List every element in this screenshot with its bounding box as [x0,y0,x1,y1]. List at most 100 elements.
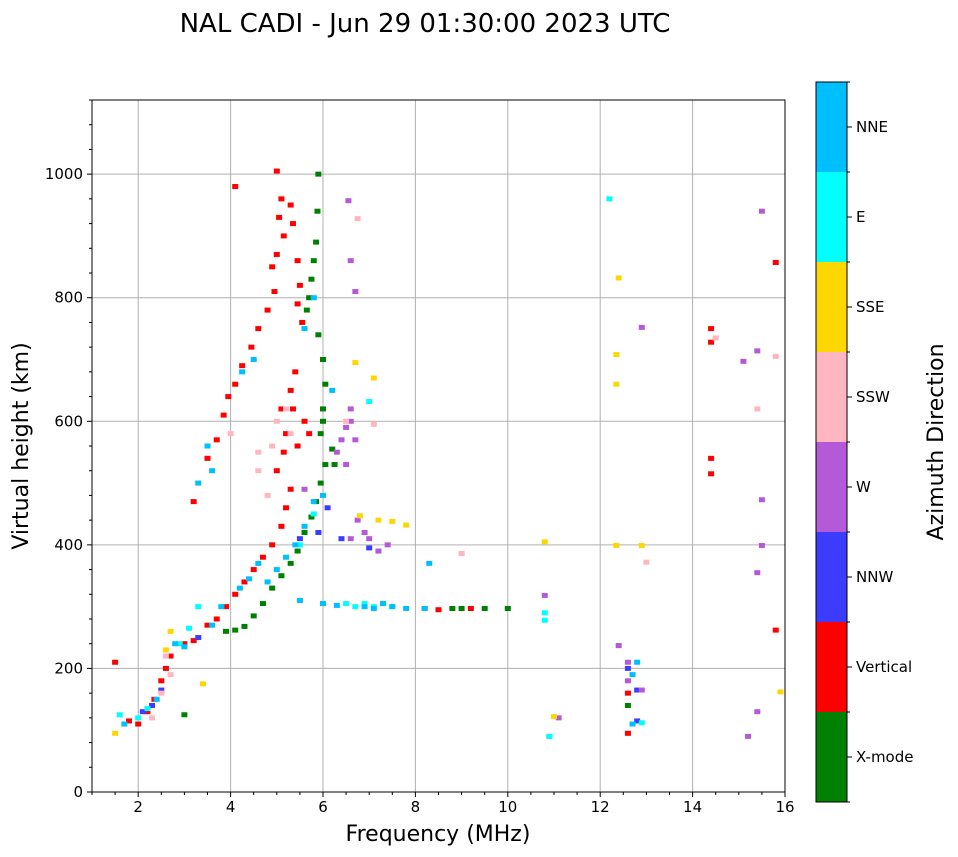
data-point-vertical [144,709,151,715]
data-point-vertical [624,730,631,736]
data-point-w [354,517,361,523]
colorbar-tick-label: Vertical [856,658,912,676]
data-point-e [135,715,142,721]
data-point-ssw [354,216,361,222]
data-point-x-mode [317,480,324,486]
data-point-nne [209,622,216,628]
data-point-w [347,258,354,264]
colorbar-segment [816,352,847,442]
data-point-nne [250,357,257,362]
data-point-vertical [273,168,280,174]
data-point-e [352,604,359,610]
data-point-nne [239,369,246,375]
data-point-nne [403,605,410,611]
data-point-vertical [772,627,779,633]
data-point-w [343,424,350,430]
data-points [112,168,784,739]
data-point-w [361,530,368,535]
data-point-vertical [708,326,715,332]
colorbar-tick-label: SSW [856,388,890,406]
data-point-x-mode [314,208,321,214]
data-point-w [740,358,747,364]
data-point-vertical [225,394,232,400]
data-point-nne [310,499,317,505]
data-point-x-mode [315,171,322,177]
data-point-w [754,348,761,354]
data-point-e [366,399,373,405]
data-point-nne [629,672,636,678]
plot-frame [91,99,786,793]
x-tick-label: 14 [683,798,702,816]
data-point-w [638,324,645,330]
grid [92,100,785,792]
data-point-nne [301,326,308,332]
data-point-nne [292,542,299,548]
data-point-sse [352,360,359,366]
data-point-x-mode [241,623,248,629]
data-point-nnw [139,709,146,715]
data-point-sse [777,689,784,695]
data-point-x-mode [308,276,315,282]
data-point-sse [613,352,620,358]
chart-title: NAL CADI - Jun 29 01:30:00 2023 UTC [180,9,671,39]
data-point-vertical [222,604,229,610]
data-point-nne [629,721,636,727]
data-point-ssw [264,492,271,498]
data-point-x-mode [294,548,301,554]
data-point-w [754,570,761,576]
x-tick-label: 12 [591,798,610,816]
data-point-w [541,593,548,599]
colorbar-segment [816,262,847,352]
data-point-vertical [278,196,285,202]
data-point-ssw [255,449,262,455]
data-point-nne [380,601,387,607]
data-point-vertical [276,214,283,220]
data-point-ssw [643,559,650,565]
data-point-nne [370,605,377,611]
data-point-vertical [232,184,239,189]
data-point-x-mode [278,573,285,579]
data-point-x-mode [269,585,276,591]
data-point-sse [541,539,548,545]
data-point-w [384,542,391,548]
data-point-e [144,706,151,712]
data-point-w [758,542,765,548]
colorbar-tick-label: SSE [856,298,885,316]
data-point-x-mode [315,332,322,338]
data-point-ssw [712,335,719,341]
data-point-ssw [255,468,262,474]
data-point-vertical [278,523,285,529]
data-point-vertical [283,431,290,437]
x-tick-label: 8 [411,798,421,816]
data-point-nnw [634,718,641,724]
data-point-sse [551,714,557,720]
data-point-ssw [269,443,276,449]
data-point-nne [421,605,428,611]
x-tick-label: 4 [226,798,236,816]
data-point-vertical [259,554,266,560]
data-point-sse [613,542,620,548]
data-point-w [758,497,765,503]
data-point-vertical [204,622,211,628]
data-point-e [541,617,548,623]
data-point-vertical [220,412,227,418]
y-tick-label: 0 [73,783,83,801]
data-point-x-mode [624,703,631,708]
data-point-nne [121,721,128,727]
data-point-x-mode [504,605,511,611]
data-point-vertical [287,387,294,393]
data-point-nne [209,468,216,474]
data-point-nne [301,523,308,529]
data-point-nne [389,604,396,610]
data-point-w [375,548,382,554]
data-point-nne [153,696,160,702]
data-point-vertical [708,455,715,461]
data-point-w [338,437,345,443]
data-point-ssw [273,418,280,424]
data-point-vertical [296,282,303,288]
data-point-e [195,604,202,610]
data-point-w [345,198,352,204]
data-point-x-mode [320,406,326,412]
data-point-vertical [239,363,246,369]
data-point-e [116,712,123,718]
